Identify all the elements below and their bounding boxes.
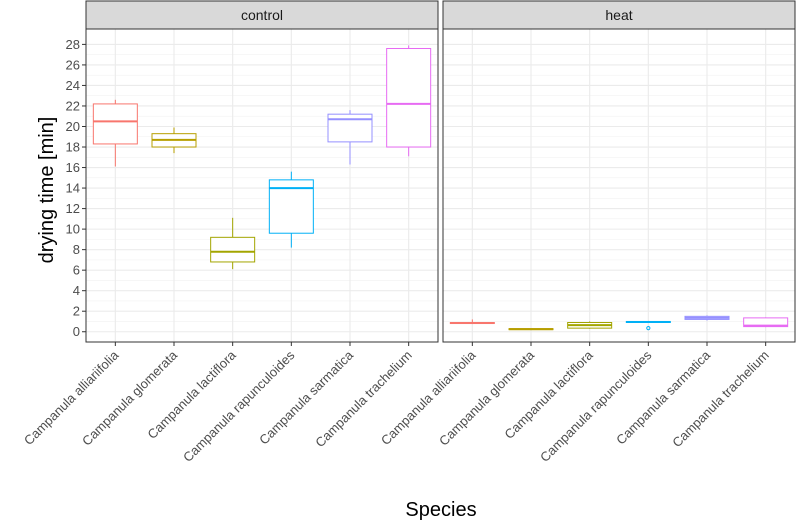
box-control-1 xyxy=(92,99,138,167)
panel-background xyxy=(443,29,795,342)
y-axis-title: drying time [min] xyxy=(36,117,58,264)
y-tick-label: 28 xyxy=(66,37,80,52)
box-heat-2 xyxy=(508,328,554,331)
y-tick-label: 2 xyxy=(73,304,80,319)
y-tick-label: 24 xyxy=(66,78,80,93)
box-body xyxy=(210,236,256,263)
x-axis-title: Species xyxy=(405,499,476,521)
outlier-point xyxy=(646,326,651,331)
panel-border xyxy=(442,28,796,343)
y-tick-label: 0 xyxy=(73,324,80,339)
y-tick-label: 6 xyxy=(73,263,80,278)
y-tick-label: 4 xyxy=(73,283,80,298)
box-control-6 xyxy=(386,45,432,157)
x-tick-label: Campanula alliariifolia xyxy=(21,347,122,448)
box-heat-1 xyxy=(449,319,495,325)
facet-strip-heat xyxy=(442,0,796,30)
y-tick-label: 16 xyxy=(66,160,80,175)
box-heat-4 xyxy=(625,320,671,331)
box-body xyxy=(743,317,789,328)
box-body xyxy=(92,103,138,145)
facet-strip-label: heat xyxy=(605,7,632,23)
x-tick-label: Campanula trachelium xyxy=(669,348,772,451)
facets-layer: control heat xyxy=(85,0,796,343)
y-tick-label: 12 xyxy=(66,201,80,216)
y-tick-label: 20 xyxy=(66,119,80,134)
box-heat-6 xyxy=(743,317,789,328)
y-tick-label: 14 xyxy=(66,181,80,196)
box-control-2 xyxy=(151,127,197,154)
panel-background xyxy=(86,29,438,342)
box-control-4 xyxy=(268,171,314,248)
x-tick-label: Campanula glomerata xyxy=(79,347,181,449)
y-tick-label: 26 xyxy=(66,57,80,72)
panel-border xyxy=(85,28,439,343)
y-tick-label: 18 xyxy=(66,140,80,155)
y-tick-label: 8 xyxy=(73,242,80,257)
x-tick-label: Campanula glomerata xyxy=(436,347,538,449)
facet-panel-control: control xyxy=(85,0,439,343)
x-tick-label: Campanula rapunculoides xyxy=(537,347,655,465)
facet-panel-heat: heat xyxy=(442,0,796,343)
x-tick-label: Campanula rapunculoides xyxy=(180,347,298,465)
y-tick-label: 10 xyxy=(66,222,80,237)
box-control-3 xyxy=(210,217,256,270)
box-heat-5 xyxy=(684,315,730,321)
box-heat-3 xyxy=(567,321,613,329)
facet-strip-control xyxy=(85,0,439,30)
facet-strip-label: control xyxy=(241,7,283,23)
box-control-5 xyxy=(327,110,373,165)
box-body xyxy=(386,47,432,148)
y-tick-label: 22 xyxy=(66,98,80,113)
